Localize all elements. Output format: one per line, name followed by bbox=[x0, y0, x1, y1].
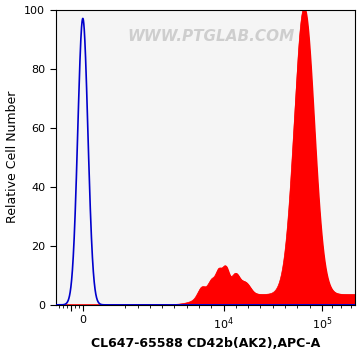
X-axis label: CL647-65588 CD42b(AK2),APC-A: CL647-65588 CD42b(AK2),APC-A bbox=[91, 337, 320, 350]
Text: WWW.PTGLAB.COM: WWW.PTGLAB.COM bbox=[128, 28, 295, 44]
Y-axis label: Relative Cell Number: Relative Cell Number bbox=[5, 91, 18, 224]
